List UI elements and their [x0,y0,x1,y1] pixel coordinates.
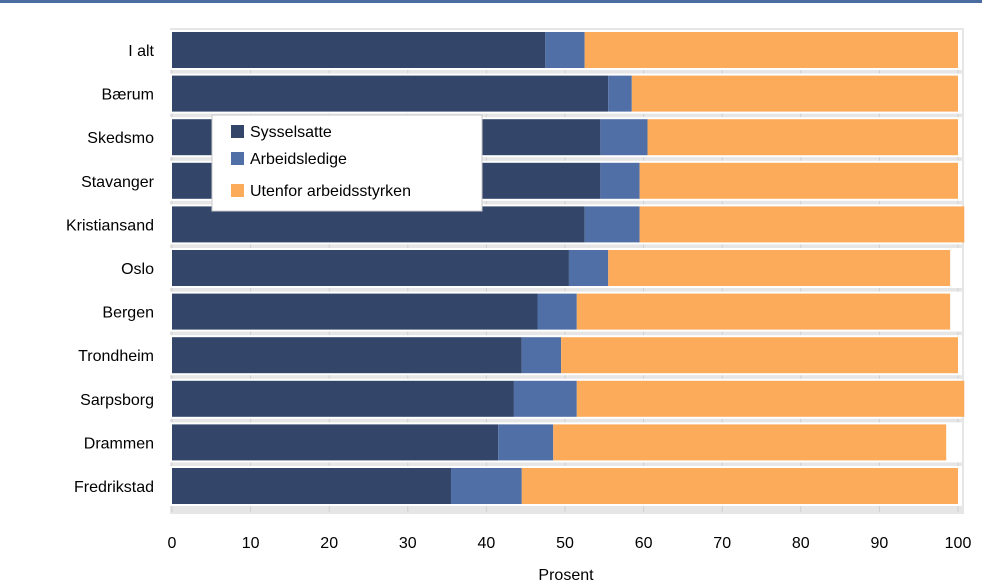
category-label: I alt [128,43,154,60]
bar-segment [584,206,640,243]
bar-segment [600,162,640,199]
x-tick-label: 40 [478,535,496,552]
bar-segment [172,250,569,286]
bar-segment [172,32,546,68]
category-label: Fredrikstad [74,479,154,496]
x-tick-label: 80 [792,535,810,552]
bars-layer [170,30,965,506]
bar-segment [553,424,947,461]
bar-segment [172,380,514,417]
bar-segment [608,75,632,112]
bar-segment [561,337,958,374]
x-tick-label: 10 [242,535,260,552]
bar-segment [647,119,958,156]
bar-segment [537,293,577,330]
category-label: Oslo [121,261,154,278]
category-label: Stavanger [81,174,155,191]
legend-swatch-sysselsatte [231,125,244,138]
legend-label-utenfor: Utenfor arbeidsstyrken [250,183,411,200]
bar-segment [172,337,522,374]
legend-label-sysselsatte: Sysselsatte [250,124,332,141]
legend: Sysselsatte Arbeidsledige Utenfor arbeid… [211,114,483,212]
bar-segment [608,250,951,286]
x-tick-label: 30 [399,535,417,552]
bar-segment [451,468,522,504]
category-label: Sarpsborg [80,392,154,409]
bar-segment [639,162,958,199]
x-tick-label: 20 [320,535,338,552]
bar-segment [513,380,577,417]
x-axis-title: Prosent [538,567,594,584]
bar-segment [172,75,609,112]
bar-segment [568,250,609,286]
bar-segment [576,380,965,417]
bar-segment [639,206,965,243]
category-label: Kristiansand [66,217,154,234]
legend-swatch-arbeidsledige [231,152,244,165]
x-tick-label: 90 [871,535,889,552]
bar-segment [584,32,958,68]
x-tick-label: 60 [635,535,653,552]
bar-segment [521,468,958,504]
x-tick-label: 50 [556,535,574,552]
x-tick-label: 70 [713,535,731,552]
category-label: Drammen [84,435,154,452]
bar-segment [172,468,452,504]
legend-label-arbeidsledige: Arbeidsledige [250,151,347,168]
category-label: Skedsmo [87,130,154,147]
bar-segment [172,424,499,461]
bar-segment [545,32,585,68]
category-label: Trondheim [78,348,154,365]
x-tick-labels: 0 10 20 30 40 50 60 70 80 90 100 [168,535,972,552]
bar-segment [521,337,562,374]
category-label: Bærum [102,87,154,104]
bar-segment [576,293,951,330]
category-label: Bergen [102,305,154,322]
legend-box [211,114,483,212]
x-tick-label: 100 [945,535,972,552]
bar-segment [631,75,958,112]
top-rule [0,0,982,3]
x-tick-label: 0 [168,535,177,552]
bar-segment [172,206,585,243]
legend-swatch-utenfor [231,184,244,197]
bar-segment [498,424,554,461]
bar-segment [600,119,648,156]
category-labels: I alt Bærum Skedsmo Stavanger Kristiansand Os… [66,43,155,496]
bar-segment [172,293,538,330]
